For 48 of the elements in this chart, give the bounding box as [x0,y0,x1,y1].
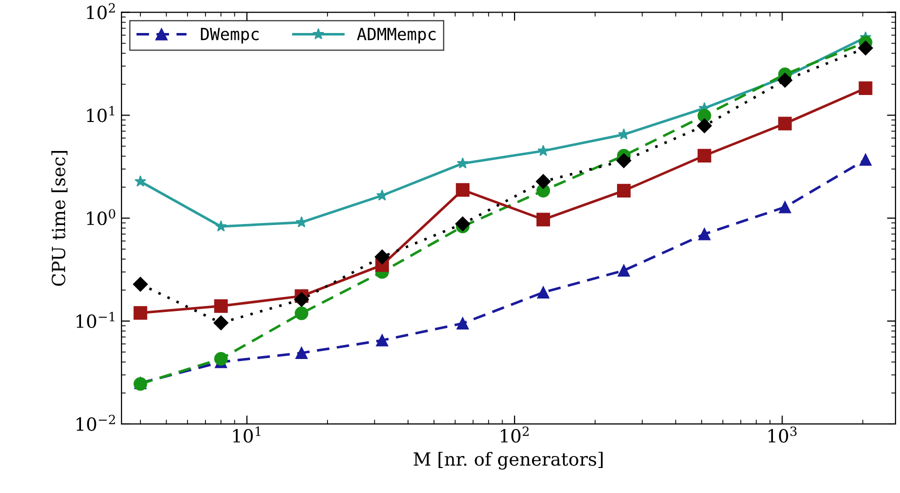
point [455,216,470,232]
point [778,72,792,88]
point [618,264,630,277]
x-tick-label: 10$^{2}$ [500,426,529,443]
point [537,286,550,298]
point [295,346,308,360]
point [616,153,632,168]
point [456,157,469,169]
point [618,128,630,140]
point [214,352,228,366]
point [696,118,712,134]
y-tick-label: 10$^{−2}$ [76,414,115,431]
point [376,189,388,201]
x-tick-label: 10$^{3}$ [768,426,797,443]
point [698,108,712,122]
y-tick-label: 10$^{2}$ [87,3,115,20]
point [456,317,469,330]
point [294,306,308,320]
point [134,175,146,187]
point [617,184,631,198]
point [214,299,228,313]
x-tick-label: 10$^{1}$ [233,426,260,443]
point [536,212,550,226]
point [376,334,388,346]
point [536,174,551,189]
y-tick-label: 10$^{−1}$ [76,312,114,328]
legend-label: ADMMempc [357,28,436,44]
point [698,148,712,162]
point [215,220,227,232]
y-axis-title: CPU time [sec] [51,151,68,286]
point [778,116,792,130]
point [296,216,308,228]
point [537,144,550,156]
y-tick-label: 10$^{0}$ [87,208,116,226]
point [374,249,390,264]
point [778,201,792,214]
x-axis-title: M [nr. of generators] [414,452,603,470]
point [698,228,711,240]
point [858,81,872,96]
legend-label: DWempc [200,28,259,44]
y-tick-label: 10$^{1}$ [87,106,114,122]
point [134,306,148,320]
point [456,183,470,197]
point [214,315,228,330]
point [858,40,873,56]
point [132,276,148,292]
point [294,292,309,307]
point [859,154,872,166]
